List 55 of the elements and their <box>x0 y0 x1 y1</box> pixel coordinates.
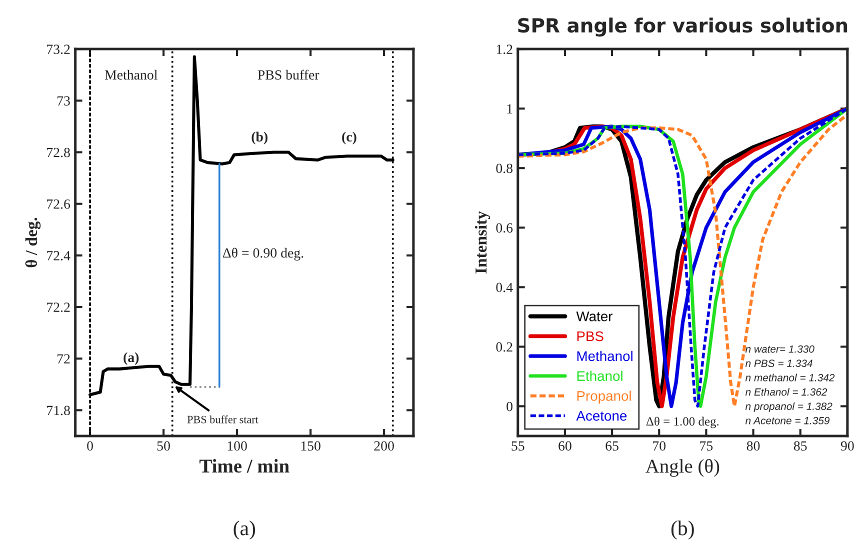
x-axis-title: Time / min <box>199 459 290 473</box>
x-tick-label: 55 <box>512 441 524 451</box>
y-tick-label: 0 <box>506 402 512 412</box>
annotation: Methanol <box>104 70 158 80</box>
y-tick-label: 0.4 <box>496 282 513 292</box>
annotation: Δθ = 1.00 deg. <box>646 416 719 428</box>
text: (a) <box>234 520 256 540</box>
x-tick-label: 60 <box>558 441 572 451</box>
y-tick-label: 1.2 <box>496 44 512 54</box>
annotation: PBS buffer start <box>187 415 258 424</box>
annotation: n PBS = 1.334 <box>745 360 812 368</box>
y-tick-label: 0.8 <box>496 164 512 174</box>
x-axis-title: Angle (θ) <box>646 459 720 477</box>
x-tick-label: 80 <box>746 441 760 451</box>
legend-label: Methanol <box>577 350 632 362</box>
x-tick-label: 0 <box>87 441 93 451</box>
x-tick-label: 100 <box>228 441 247 451</box>
annotation: n Acetone = 1.359 <box>745 416 830 424</box>
y-tick-label: 73.2 <box>47 44 70 54</box>
x-tick-label: 150 <box>301 441 320 451</box>
x-tick-label: 70 <box>653 441 666 451</box>
annotation: PBS buffer <box>258 70 320 80</box>
chart-title: SPR angle for various solution <box>518 18 848 37</box>
y-axis-title: Intensity <box>474 211 490 274</box>
y-tick-label: 73 <box>57 96 70 106</box>
y-tick-label: 72 <box>57 354 70 364</box>
text: (b) <box>671 520 694 540</box>
annotation: (c) <box>342 132 356 144</box>
y-tick-label: 72.2 <box>47 302 70 312</box>
y-tick-label: 71.8 <box>47 406 70 416</box>
annotation: n propanol = 1.382 <box>745 402 832 412</box>
legend-label: Propanol <box>577 390 631 404</box>
x-tick-label: 200 <box>374 441 394 451</box>
annotation: Δθ = 0.90 deg. <box>222 248 304 260</box>
x-tick-label: 65 <box>606 441 618 451</box>
legend-label: Water <box>576 312 613 322</box>
y-axis-title: θ / deg. <box>25 218 41 268</box>
annotation: n methanol = 1.342 <box>745 374 835 382</box>
x-tick-label: 90 <box>840 441 854 451</box>
x-tick-label: 85 <box>794 441 807 451</box>
legend-label: Ethanol <box>577 370 622 381</box>
y-tick-label: 0.2 <box>496 342 512 352</box>
legend-label: PBS <box>577 331 604 342</box>
annotation: (b) <box>252 132 268 144</box>
y-tick-label: 72.8 <box>47 148 70 158</box>
x-tick-label: 50 <box>157 441 170 451</box>
annotation: n water= 1.330 <box>745 345 814 353</box>
x-tick-label: 75 <box>700 441 713 451</box>
y-tick-label: 1 <box>507 104 512 114</box>
legend-label: Acetone <box>576 411 627 421</box>
annotation: (a) <box>124 352 139 365</box>
y-tick-label: 72.4 <box>47 251 70 260</box>
y-tick-label: 72.6 <box>47 199 70 209</box>
annotation: n Ethanol = 1.362 <box>745 388 828 396</box>
y-tick-label: 0.6 <box>496 223 513 233</box>
